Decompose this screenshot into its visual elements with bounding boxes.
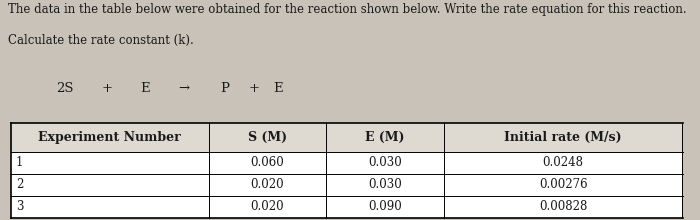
Text: 0.090: 0.090 [368, 200, 402, 213]
Text: 3: 3 [16, 200, 24, 213]
Text: 0.00828: 0.00828 [539, 200, 587, 213]
Text: E: E [140, 81, 150, 95]
Text: →: → [178, 81, 190, 95]
Text: Initial rate (M/s): Initial rate (M/s) [505, 131, 622, 144]
Text: +: + [102, 81, 113, 95]
Text: 0.00276: 0.00276 [539, 178, 587, 191]
Text: E (M): E (M) [365, 131, 405, 144]
Text: 2S: 2S [56, 81, 74, 95]
Text: 0.030: 0.030 [368, 178, 402, 191]
Text: 0.060: 0.060 [251, 156, 284, 169]
Text: +: + [248, 81, 260, 95]
Text: S (M): S (M) [248, 131, 287, 144]
Text: 0.020: 0.020 [251, 200, 284, 213]
Text: E: E [273, 81, 283, 95]
Text: 1: 1 [16, 156, 24, 169]
Text: 2: 2 [16, 178, 24, 191]
Text: Calculate the rate constant (k).: Calculate the rate constant (k). [8, 34, 194, 47]
Text: Experiment Number: Experiment Number [38, 131, 181, 144]
Text: P: P [220, 81, 230, 95]
Text: The data in the table below were obtained for the reaction shown below. Write th: The data in the table below were obtaine… [8, 3, 687, 16]
Text: 0.0248: 0.0248 [542, 156, 584, 169]
Text: 0.030: 0.030 [368, 156, 402, 169]
Text: 0.020: 0.020 [251, 178, 284, 191]
